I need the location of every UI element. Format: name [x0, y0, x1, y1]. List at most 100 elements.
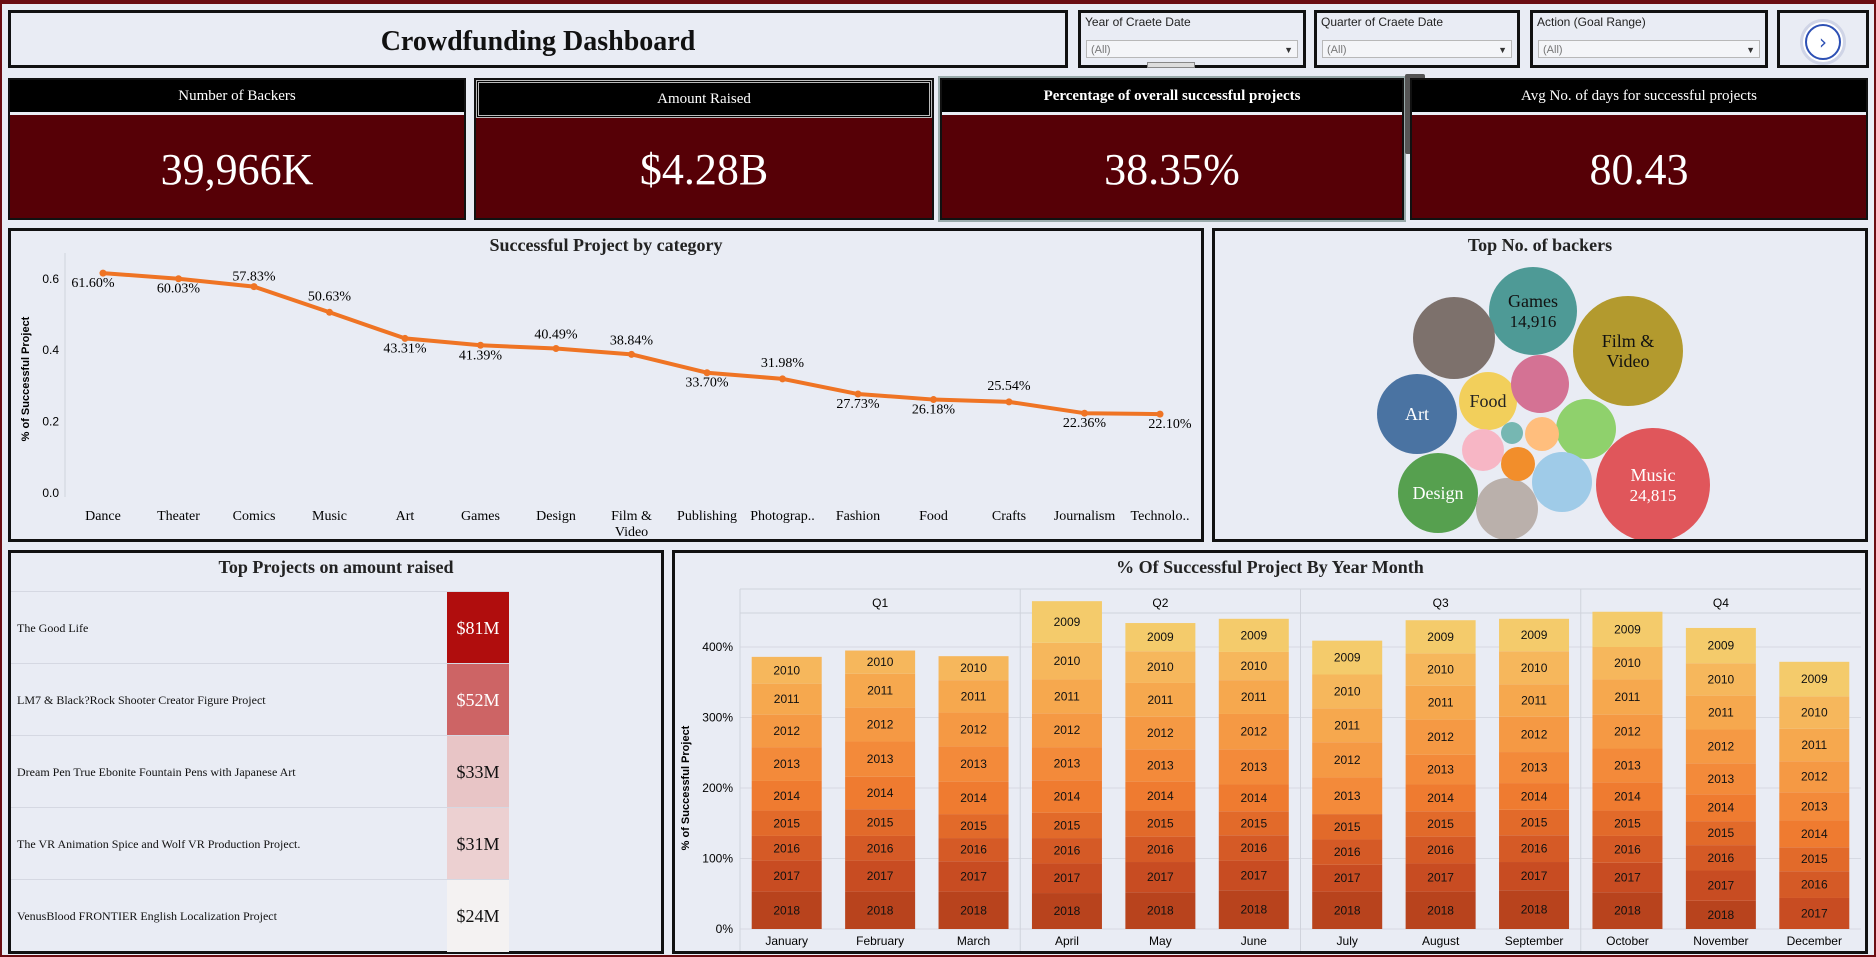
bar-segment[interactable]: [1592, 835, 1663, 863]
bar-segment[interactable]: [1499, 752, 1570, 784]
bar-segment[interactable]: [1125, 623, 1196, 652]
bar-segment[interactable]: [1312, 864, 1383, 892]
bar-segment[interactable]: [1685, 870, 1756, 901]
bar-segment[interactable]: [1499, 716, 1570, 753]
data-point[interactable]: [703, 369, 711, 377]
bubble[interactable]: [1525, 417, 1559, 451]
bar-segment[interactable]: [1685, 900, 1756, 929]
bar-segment[interactable]: [1031, 812, 1102, 839]
bar-segment[interactable]: [845, 650, 916, 674]
bar-segment[interactable]: [938, 814, 1009, 839]
bar-segment[interactable]: [1685, 663, 1756, 696]
bar-segment[interactable]: [845, 776, 916, 810]
bar-segment[interactable]: [1031, 601, 1102, 643]
data-point[interactable]: [99, 269, 107, 277]
bubble[interactable]: [1511, 355, 1569, 413]
bar-segment[interactable]: [845, 860, 916, 892]
data-point[interactable]: [628, 350, 635, 358]
bar-segment[interactable]: [1218, 811, 1289, 836]
bar-segment[interactable]: [1218, 749, 1289, 785]
bar-segment[interactable]: [1685, 695, 1756, 730]
bar-segment[interactable]: [1031, 893, 1102, 929]
bar-segment[interactable]: [1779, 761, 1850, 793]
bar-segment[interactable]: [1779, 897, 1850, 929]
data-point[interactable]: [779, 375, 786, 383]
bar-segment[interactable]: [1218, 618, 1289, 652]
table-row[interactable]: The Good Life $81M: [11, 591, 509, 664]
bar-segment[interactable]: [1031, 863, 1102, 894]
bar-segment[interactable]: [1685, 821, 1756, 846]
bar-segment[interactable]: [1685, 794, 1756, 822]
bubble[interactable]: [1398, 453, 1478, 533]
bar-segment[interactable]: [1125, 892, 1196, 929]
bar-segment[interactable]: [1405, 836, 1476, 864]
bubble[interactable]: [1501, 447, 1535, 481]
bar-segment[interactable]: [1125, 836, 1196, 863]
data-point[interactable]: [1156, 410, 1164, 418]
bar-segment[interactable]: [938, 680, 1009, 713]
bar-segment[interactable]: [751, 891, 822, 929]
data-point[interactable]: [477, 341, 484, 349]
bar-segment[interactable]: [1218, 784, 1289, 812]
bar-segment[interactable]: [751, 810, 822, 836]
bar-segment[interactable]: [1312, 839, 1383, 865]
bar-segment[interactable]: [1592, 782, 1663, 811]
bar-segment[interactable]: [1218, 890, 1289, 929]
bubble[interactable]: [1459, 372, 1517, 430]
bubble[interactable]: [1596, 428, 1710, 539]
bar-segment[interactable]: [1031, 780, 1102, 813]
data-point[interactable]: [1005, 398, 1013, 406]
table-row[interactable]: LM7 & Black?Rock Shooter Creator Figure …: [11, 663, 509, 736]
table-row[interactable]: The VR Animation Spice and Wolf VR Produ…: [11, 807, 509, 880]
bar-segment[interactable]: [1312, 742, 1383, 778]
bar-segment[interactable]: [1405, 863, 1476, 892]
bar-segment[interactable]: [938, 656, 1009, 681]
nav-button[interactable]: ›: [1800, 19, 1846, 65]
bar-segment[interactable]: [1779, 661, 1850, 697]
bar-segment[interactable]: [1125, 862, 1196, 893]
bar-segment[interactable]: [1312, 674, 1383, 709]
bubble[interactable]: [1501, 422, 1523, 444]
data-point[interactable]: [175, 275, 182, 283]
data-point[interactable]: [250, 283, 258, 291]
bar-segment[interactable]: [751, 860, 822, 892]
bar-segment[interactable]: [1499, 835, 1570, 863]
bar-segment[interactable]: [845, 809, 916, 836]
table-row[interactable]: VenusBlood FRONTIER English Localization…: [11, 879, 509, 952]
bubble[interactable]: [1556, 399, 1616, 459]
bar-segment[interactable]: [1125, 716, 1196, 750]
bar-segment[interactable]: [1405, 891, 1476, 929]
bar-segment[interactable]: [1405, 685, 1476, 720]
kpi-success-percentage[interactable]: Percentage of overall successful project…: [938, 76, 1406, 222]
bar-segment[interactable]: [1499, 684, 1570, 717]
bar-segment[interactable]: [1499, 862, 1570, 891]
bar-segment[interactable]: [1592, 611, 1663, 647]
bar-segment[interactable]: [1592, 679, 1663, 715]
bar-segment[interactable]: [1779, 847, 1850, 872]
resize-handle[interactable]: [1147, 62, 1195, 68]
bar-segment[interactable]: [1592, 810, 1663, 836]
bubble[interactable]: [1377, 374, 1457, 454]
bar-segment[interactable]: [1405, 754, 1476, 785]
data-point[interactable]: [552, 344, 560, 352]
bar-segment[interactable]: [1499, 783, 1570, 810]
bar-segment[interactable]: [1685, 627, 1756, 664]
bar-segment[interactable]: [1125, 781, 1196, 811]
bar-segment[interactable]: [1218, 860, 1289, 891]
bar-segment[interactable]: [1779, 820, 1850, 848]
bar-segment[interactable]: [938, 861, 1009, 892]
bar-segment[interactable]: [1685, 729, 1756, 764]
data-point[interactable]: [1081, 409, 1088, 417]
bar-segment[interactable]: [845, 835, 916, 861]
filter-year-select[interactable]: (All) ▼: [1086, 40, 1298, 58]
bar-segment[interactable]: [1031, 713, 1102, 748]
bar-segment[interactable]: [938, 712, 1009, 747]
filter-quarter-select[interactable]: (All) ▼: [1322, 40, 1512, 58]
bar-segment[interactable]: [1312, 708, 1383, 743]
data-point[interactable]: [326, 308, 333, 316]
bar-segment[interactable]: [751, 656, 822, 684]
bar-segment[interactable]: [1685, 763, 1756, 795]
bar-segment[interactable]: [1031, 747, 1102, 781]
data-point[interactable]: [930, 396, 937, 404]
bar-segment[interactable]: [1592, 647, 1663, 680]
